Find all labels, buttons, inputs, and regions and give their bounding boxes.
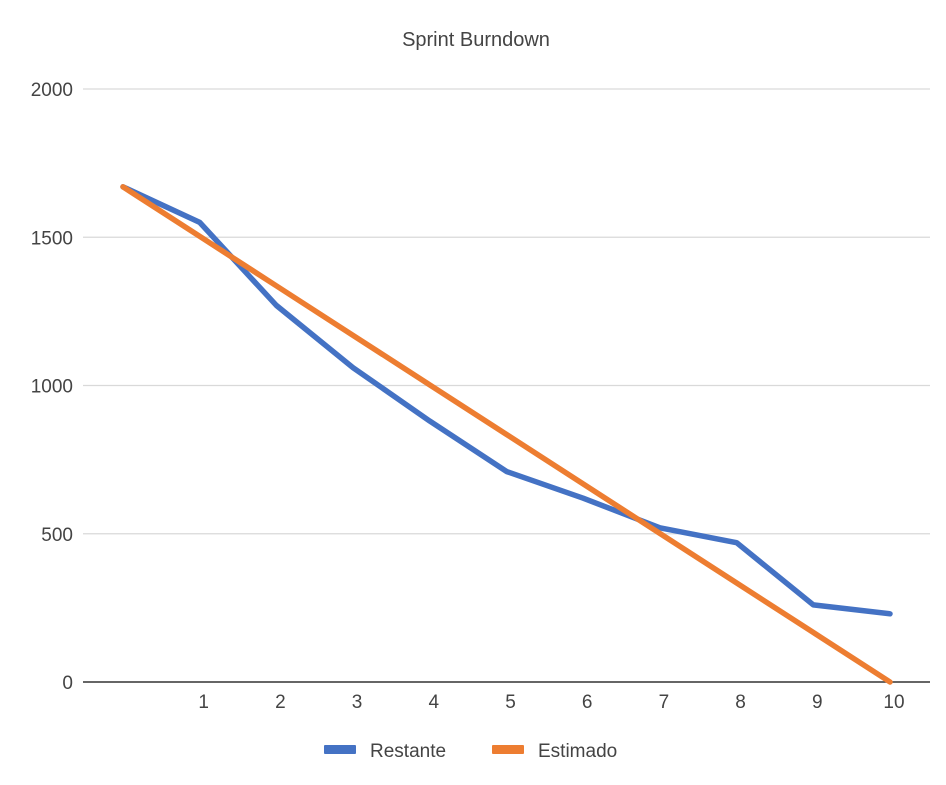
data-point-restante [197, 220, 203, 226]
data-point-restante [887, 611, 893, 617]
legend: Restante Estimado [324, 741, 617, 762]
x-tick-label: 9 [812, 692, 823, 713]
x-tick-label: 4 [429, 692, 440, 713]
data-point-restante [734, 540, 740, 546]
data-point-restante [350, 365, 356, 371]
y-tick-label: 2000 [31, 80, 73, 101]
data-point-estimado [197, 234, 203, 240]
data-point-restante [274, 303, 280, 309]
x-tick-label: 10 [883, 692, 904, 713]
x-tick-label: 6 [582, 692, 593, 713]
x-tick-label: 1 [198, 692, 209, 713]
data-point-estimado [657, 531, 663, 537]
x-tick-label: 7 [659, 692, 670, 713]
y-tick-label: 500 [41, 525, 73, 546]
data-point-restante [504, 469, 510, 475]
chart-title: Sprint Burndown [402, 29, 550, 51]
series-line-restante [120, 184, 893, 617]
x-tick-label: 3 [352, 692, 363, 713]
legend-swatch-restante [324, 745, 356, 754]
x-axis: 1 2 3 4 5 6 7 8 9 10 [83, 681, 930, 713]
data-point-estimado [887, 679, 893, 685]
data-point-restante [427, 418, 433, 424]
data-point-restante [580, 495, 586, 501]
y-tick-label: 1000 [31, 377, 73, 398]
data-point-estimado [120, 184, 126, 190]
series-line-estimado [120, 184, 893, 685]
x-tick-label: 8 [735, 692, 746, 713]
y-tick-label: 0 [62, 673, 73, 694]
data-point-estimado [274, 283, 280, 289]
legend-swatch-estimado [492, 745, 524, 754]
x-tick-label: 2 [275, 692, 286, 713]
x-tick-label: 5 [505, 692, 516, 713]
data-point-estimado [580, 481, 586, 487]
data-point-estimado [427, 382, 433, 388]
y-tick-label: 1500 [31, 228, 73, 249]
y-axis: 0 500 1000 1500 2000 [31, 80, 73, 694]
data-point-estimado [504, 432, 510, 438]
data-point-estimado [811, 630, 817, 636]
legend-label-estimado: Estimado [538, 741, 617, 762]
data-point-estimado [350, 333, 356, 339]
data-point-restante [811, 602, 817, 608]
series-lines [120, 184, 893, 685]
legend-label-restante: Restante [370, 741, 446, 762]
gridlines [83, 88, 930, 535]
data-point-estimado [734, 580, 740, 586]
